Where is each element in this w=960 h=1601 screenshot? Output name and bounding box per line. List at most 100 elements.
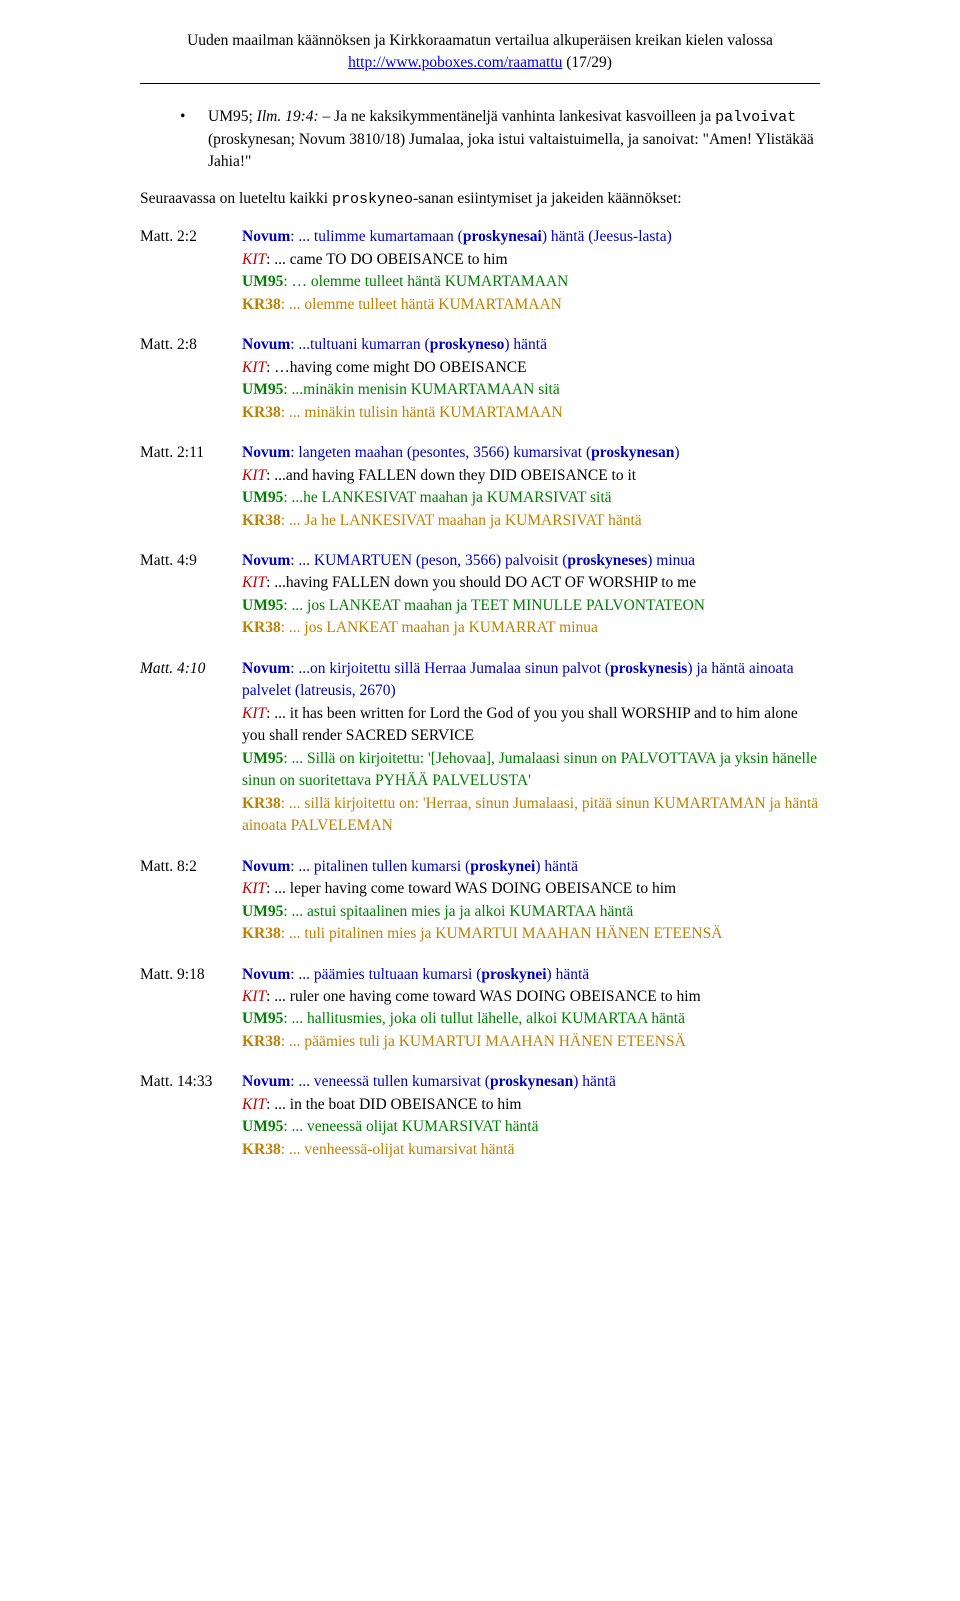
novum-bold: proskynesan (490, 1073, 573, 1090)
entry-body: Novum: ... pitalinen tullen kumarsi (pro… (242, 856, 820, 946)
kit-line: KIT: ...having FALLEN down you should DO… (242, 572, 820, 594)
um95-text: : ... Sillä on kirjoitettu: '[Jehovaa], … (242, 750, 817, 789)
kit-label: KIT (242, 251, 266, 268)
kr38-label: KR38 (242, 404, 281, 421)
um95-label: UM95 (242, 381, 283, 398)
kr38-text: : ... minäkin tulisin häntä KUMARTAMAAN (281, 404, 563, 421)
um95-line: UM95: ...minäkin menisin KUMARTAMAAN sit… (242, 379, 820, 401)
kr38-label: KR38 (242, 795, 281, 812)
kit-text: : …having come might DO OBEISANCE (266, 359, 526, 376)
novum-text-c: ) häntä (504, 336, 547, 353)
um95-text: : ... jos LANKEAT maahan ja TEET MINULLE… (283, 597, 705, 614)
kit-text: : ... in the boat DID OBEISANCE to him (266, 1096, 521, 1113)
intro-paragraph: Seuraavassa on lueteltu kaikki proskyneo… (140, 188, 820, 211)
entry: Matt. 9:18Novum: ... päämies tultuaan ku… (140, 964, 820, 1054)
verse-ref: Matt. 2:11 (140, 442, 242, 532)
kit-label: KIT (242, 574, 266, 591)
novum-label: Novum (242, 444, 290, 461)
header-title: Uuden maailman käännöksen ja Kirkkoraama… (140, 30, 820, 52)
kr38-line: KR38: ... päämies tuli ja KUMARTUI MAAHA… (242, 1031, 820, 1053)
novum-text-c: ) (674, 444, 679, 461)
novum-label: Novum (242, 552, 290, 569)
page: Uuden maailman käännöksen ja Kirkkoraama… (70, 0, 890, 1219)
kr38-text: : ... olemme tulleet häntä KUMARTAMAAN (281, 296, 562, 313)
entry-body: Novum: ...on kirjoitettu sillä Herraa Ju… (242, 658, 820, 838)
kit-line: KIT: …having come might DO OBEISANCE (242, 357, 820, 379)
page-header: Uuden maailman käännöksen ja Kirkkoraama… (140, 30, 820, 75)
novum-label: Novum (242, 228, 290, 245)
bullet-lead: UM95; (208, 108, 257, 125)
kr38-line: KR38: ... minäkin tulisin häntä KUMARTAM… (242, 402, 820, 424)
um95-label: UM95 (242, 273, 283, 290)
kr38-text: : ... jos LANKEAT maahan ja KUMARRAT min… (281, 619, 598, 636)
kit-label: KIT (242, 880, 266, 897)
kr38-text: : ... tuli pitalinen mies ja KUMARTUI MA… (281, 925, 723, 942)
novum-label: Novum (242, 660, 290, 677)
novum-text-c: ) häntä (547, 966, 590, 983)
um95-label: UM95 (242, 903, 283, 920)
verse-ref: Matt. 4:10 (140, 658, 242, 838)
kit-label: KIT (242, 359, 266, 376)
intro-b: -sanan esiintymiset ja jakeiden käännöks… (413, 190, 682, 207)
verse-ref: Matt. 9:18 (140, 964, 242, 1054)
novum-label: Novum (242, 858, 290, 875)
bullet-mono: palvoivat (715, 109, 796, 126)
kr38-line: KR38: ... olemme tulleet häntä KUMARTAMA… (242, 294, 820, 316)
kit-text: : ... came TO DO OBEISANCE to him (266, 251, 507, 268)
novum-text-a: : ... tulimme kumartamaan ( (290, 228, 463, 245)
header-rule (140, 83, 820, 84)
kit-line: KIT: ... it has been written for Lord th… (242, 703, 820, 748)
kit-text: : ... it has been written for Lord the G… (242, 705, 798, 744)
verse-ref: Matt. 14:33 (140, 1071, 242, 1161)
um95-line: UM95: ...he LANKESIVAT maahan ja KUMARSI… (242, 487, 820, 509)
entry: Matt. 4:9Novum: ... KUMARTUEN (peson, 35… (140, 550, 820, 640)
um95-label: UM95 (242, 750, 283, 767)
header-subline: http://www.poboxes.com/raamattu (17/29) (140, 52, 820, 74)
novum-line: Novum: langeten maahan (pesontes, 3566) … (242, 442, 820, 464)
kit-line: KIT: ... leper having come toward WAS DO… (242, 878, 820, 900)
kr38-line: KR38: ... jos LANKEAT maahan ja KUMARRAT… (242, 617, 820, 639)
kr38-text: : ... Ja he LANKESIVAT maahan ja KUMARSI… (281, 512, 642, 529)
um95-text: : … olemme tulleet häntä KUMARTAMAAN (283, 273, 568, 290)
entry-body: Novum: ... tulimme kumartamaan (proskyne… (242, 226, 820, 316)
kit-label: KIT (242, 988, 266, 1005)
um95-text: : ... veneessä olijat KUMARSIVAT häntä (283, 1118, 538, 1135)
verse-ref: Matt. 8:2 (140, 856, 242, 946)
entry: Matt. 14:33Novum: ... veneessä tullen ku… (140, 1071, 820, 1161)
kr38-text: : ... venheessä-olijat kumarsivat häntä (281, 1141, 515, 1158)
novum-text-c: ) häntä (573, 1073, 616, 1090)
um95-label: UM95 (242, 1118, 283, 1135)
novum-bold: proskyneses (567, 552, 647, 569)
entry-body: Novum: langeten maahan (pesontes, 3566) … (242, 442, 820, 532)
bullet-paragraph: • UM95; Ilm. 19:4: – Ja ne kaksikymmentä… (180, 106, 820, 174)
kr38-label: KR38 (242, 619, 281, 636)
novum-label: Novum (242, 336, 290, 353)
novum-text-a: : langeten maahan (pesontes, 3566) kumar… (290, 444, 591, 461)
um95-label: UM95 (242, 1010, 283, 1027)
um95-text: : ... hallitusmies, joka oli tullut lähe… (283, 1010, 685, 1027)
novum-line: Novum: ...tultuani kumarran (proskyneso)… (242, 334, 820, 356)
um95-label: UM95 (242, 597, 283, 614)
verse-ref: Matt. 2:8 (140, 334, 242, 424)
kr38-label: KR38 (242, 1033, 281, 1050)
um95-line: UM95: … olemme tulleet häntä KUMARTAMAAN (242, 271, 820, 293)
header-link[interactable]: http://www.poboxes.com/raamattu (348, 54, 562, 71)
kit-text: : ... leper having come toward WAS DOING… (266, 880, 676, 897)
um95-line: UM95: ... Sillä on kirjoitettu: '[Jehova… (242, 748, 820, 793)
novum-bold: proskynesis (610, 660, 687, 677)
um95-text: : ... astui spitaalinen mies ja ja alkoi… (283, 903, 633, 920)
novum-label: Novum (242, 966, 290, 983)
kit-line: KIT: ...and having FALLEN down they DID … (242, 465, 820, 487)
um95-text: : ...he LANKESIVAT maahan ja KUMARSIVAT … (283, 489, 611, 506)
entry: Matt. 2:8Novum: ...tultuani kumarran (pr… (140, 334, 820, 424)
entry: Matt. 8:2Novum: ... pitalinen tullen kum… (140, 856, 820, 946)
novum-text-c: ) häntä (535, 858, 578, 875)
novum-bold: proskynei (470, 858, 535, 875)
um95-text: : ...minäkin menisin KUMARTAMAAN sitä (283, 381, 559, 398)
novum-text-a: : ...on kirjoitettu sillä Herraa Jumalaa… (290, 660, 610, 677)
novum-line: Novum: ... päämies tultuaan kumarsi (pro… (242, 964, 820, 986)
novum-line: Novum: ... pitalinen tullen kumarsi (pro… (242, 856, 820, 878)
novum-bold: proskynesai (463, 228, 542, 245)
bullet-text-a: – Ja ne kaksikymmentäneljä vanhinta lank… (319, 108, 715, 125)
novum-line: Novum: ... KUMARTUEN (peson, 3566) palvo… (242, 550, 820, 572)
